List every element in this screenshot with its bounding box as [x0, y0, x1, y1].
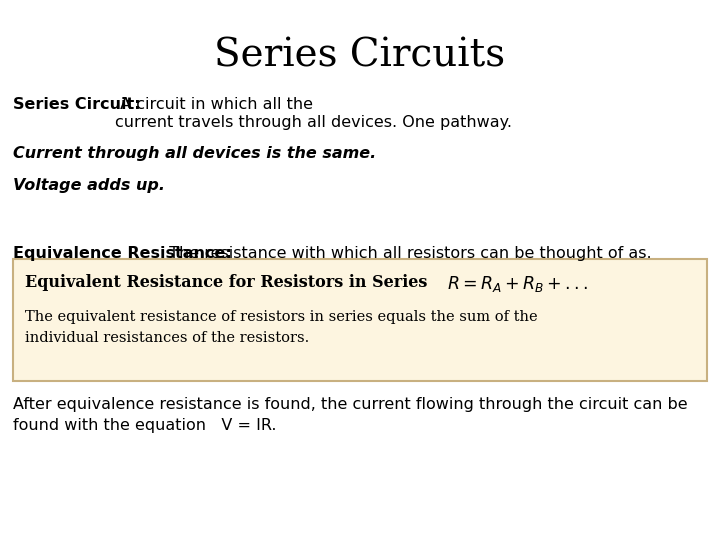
Text: Series Circuit:: Series Circuit:	[13, 97, 140, 112]
Text: The equivalent resistance of resistors in series equals the sum of the
individua: The equivalent resistance of resistors i…	[25, 310, 538, 345]
Text: Equivalent Resistance for Resistors in Series: Equivalent Resistance for Resistors in S…	[25, 274, 428, 291]
Text: After equivalence resistance is found, the current flowing through the circuit c: After equivalence resistance is found, t…	[13, 397, 688, 433]
Text: Series Circuits: Series Circuits	[215, 38, 505, 75]
FancyBboxPatch shape	[13, 259, 707, 381]
Text: The resistance with which all resistors can be thought of as.: The resistance with which all resistors …	[164, 246, 652, 261]
Text: Current through all devices is the same.: Current through all devices is the same.	[13, 146, 377, 161]
Text: A circuit in which all the
current travels through all devices. One pathway.: A circuit in which all the current trave…	[115, 97, 512, 130]
Text: $R = R_A + R_B + ...$: $R = R_A + R_B + ...$	[446, 274, 588, 294]
Text: Equivalence Resistance:: Equivalence Resistance:	[13, 246, 232, 261]
Text: Voltage adds up.: Voltage adds up.	[13, 178, 165, 193]
